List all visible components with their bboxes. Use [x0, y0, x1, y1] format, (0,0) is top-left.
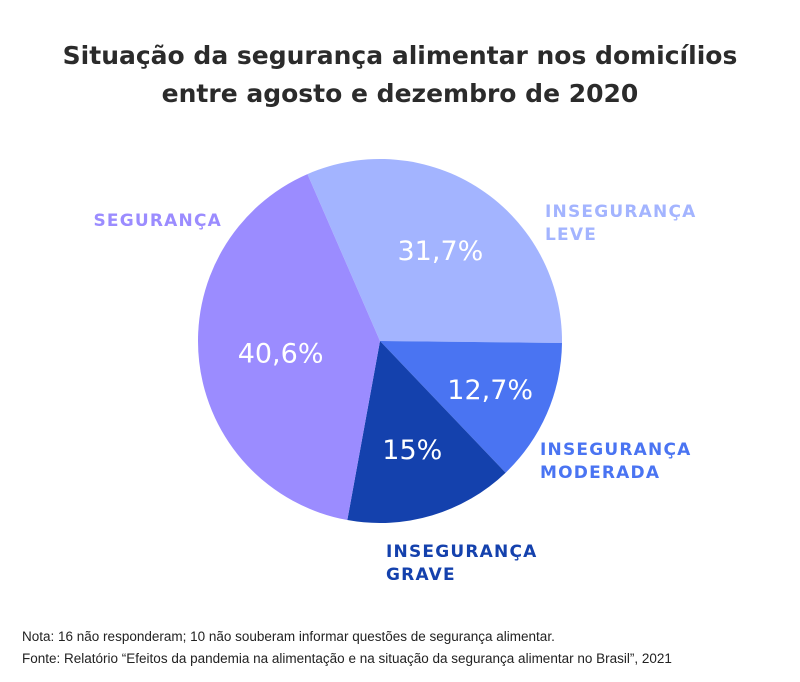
slice-category-label: LEVE — [545, 225, 597, 245]
slice-category-label: MODERADA — [540, 463, 660, 483]
pie-slice — [380, 341, 562, 473]
slice-category-label: INSEGURANÇA — [386, 542, 537, 562]
pie-slice — [307, 158, 563, 343]
chart-title-line-2: entre agosto e dezembro de 2020 — [161, 79, 639, 108]
slice-category-label: INSEGURANÇA — [540, 440, 691, 460]
slice-category-label: SEGURANÇA — [93, 211, 222, 231]
slice-category-label: INSEGURANÇA — [545, 202, 696, 222]
slice-value-label: 15% — [382, 435, 442, 466]
chart-note: Nota: 16 não responderam; 10 não soubera… — [22, 629, 555, 644]
slice-category-label: GRAVE — [386, 565, 456, 585]
pie-slice — [347, 341, 506, 524]
slice-value-label: 40,6% — [238, 339, 324, 370]
chart-title-line-1: Situação da segurança alimentar nos domi… — [62, 41, 738, 70]
pie-slice — [197, 174, 380, 521]
slice-value-label: 12,7% — [447, 375, 533, 406]
chart-source: Fonte: Relatório “Efeitos da pandemia na… — [22, 651, 672, 666]
slice-value-label: 31,7% — [398, 236, 484, 267]
